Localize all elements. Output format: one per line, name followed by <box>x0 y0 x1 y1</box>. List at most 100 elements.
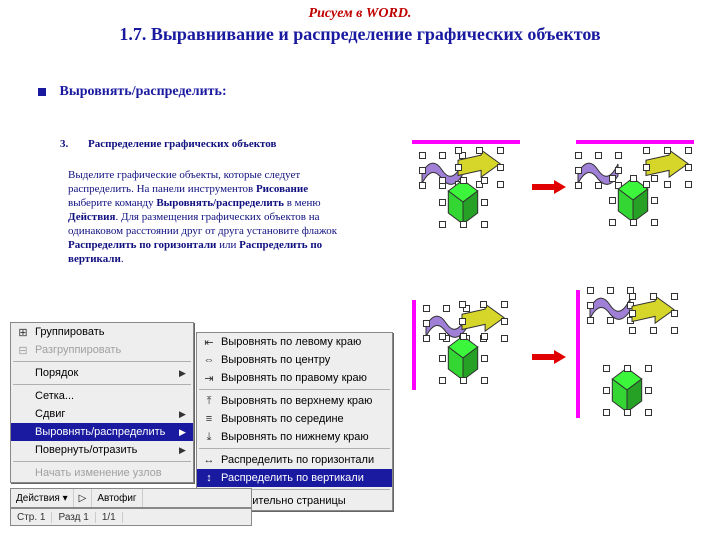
menu-item-icon: ⤒ <box>201 393 217 409</box>
page-title: 1.7. Выравнивание и распределение графич… <box>0 24 720 45</box>
section-heading: Распределение графических объектов <box>88 138 276 150</box>
selection-handle <box>575 182 582 189</box>
selection-handle <box>497 164 504 171</box>
selection-handle <box>629 327 636 334</box>
selection-handle <box>575 152 582 159</box>
selection-handle <box>587 317 594 324</box>
selection-handle <box>645 387 652 394</box>
menu-item-icon: ↔ <box>201 452 217 468</box>
selection-handle <box>501 301 508 308</box>
selection-handle <box>460 221 467 228</box>
menu-item[interactable]: ⇔Выровнять по центру <box>197 351 392 369</box>
selection-handle <box>501 318 508 325</box>
menu-separator <box>13 461 191 462</box>
menu-separator <box>13 361 191 362</box>
page-supertitle: Рисуем в WORD. <box>0 6 720 22</box>
selection-handle <box>629 310 636 317</box>
menu-item-label: Порядок <box>31 367 179 379</box>
menu-item-icon: ⇥ <box>201 370 217 386</box>
menu-item-icon: ≡ <box>201 411 217 427</box>
toolbar-autoshapes-button[interactable]: Автофиг <box>92 489 142 507</box>
menu-item: ⊟Разгруппировать <box>11 341 193 359</box>
menu-item[interactable]: ↕Распределить по вертикали <box>197 469 392 487</box>
selection-handle <box>439 177 446 184</box>
selection-handle <box>459 301 466 308</box>
menu-item-icon <box>15 406 31 422</box>
selection-handle <box>671 310 678 317</box>
selection-handle <box>439 333 446 340</box>
menu-item-icon <box>15 424 31 440</box>
menu-item-icon: ⤓ <box>201 429 217 445</box>
selection-handle <box>439 221 446 228</box>
menu-item-icon: ⇔ <box>201 352 217 368</box>
selection-handle <box>423 320 430 327</box>
selection-handle <box>607 287 614 294</box>
menu-item-icon <box>15 388 31 404</box>
guide-line <box>576 290 580 418</box>
selection-handle <box>609 197 616 204</box>
menu-item[interactable]: ⊞Группировать <box>11 323 193 341</box>
selection-handle <box>439 152 446 159</box>
menu-item[interactable]: ↔Распределить по горизонтали <box>197 451 392 469</box>
menu-item[interactable]: ≡Выровнять по середине <box>197 410 392 428</box>
menu-item-icon <box>15 442 31 458</box>
selection-handle <box>664 147 671 154</box>
submenu-align-distribute[interactable]: ⇤Выровнять по левому краю⇔Выровнять по ц… <box>196 332 393 511</box>
menu-item-label: Выровнять по центру <box>217 354 388 366</box>
menu-item[interactable]: Сетка... <box>11 387 193 405</box>
selection-handle <box>651 197 658 204</box>
selection-handle <box>643 147 650 154</box>
arrow-right-icon <box>532 350 566 364</box>
selection-handle <box>460 333 467 340</box>
selection-handle <box>481 333 488 340</box>
status-bar: Стр. 1 Разд 1 1/1 <box>10 508 252 526</box>
menu-item[interactable]: ⤒Выровнять по верхнему краю <box>197 392 392 410</box>
selection-handle <box>603 387 610 394</box>
toolbar-actions-button[interactable]: Действия ▾ <box>11 489 74 507</box>
selection-handle <box>481 199 488 206</box>
arrow3d-shape <box>632 296 674 330</box>
menu-item[interactable]: Повернуть/отразить▶ <box>11 441 193 459</box>
cube-shape <box>442 336 484 380</box>
selection-handle <box>643 164 650 171</box>
selection-handle <box>481 377 488 384</box>
menu-item-icon <box>15 365 31 381</box>
selection-handle <box>630 175 637 182</box>
selection-handle <box>595 152 602 159</box>
selection-handle <box>603 409 610 416</box>
selection-handle <box>671 327 678 334</box>
guide-line <box>576 140 694 144</box>
figure-before-horizontal <box>412 140 522 230</box>
selection-handle <box>603 365 610 372</box>
selection-handle <box>615 152 622 159</box>
selection-handle <box>664 181 671 188</box>
menu-item[interactable]: ⇥Выровнять по правому краю <box>197 369 392 387</box>
bullet-label: Выровнять/распределить: <box>60 84 227 99</box>
selection-handle <box>587 287 594 294</box>
selection-handle <box>630 219 637 226</box>
menu-item[interactable]: Порядок▶ <box>11 364 193 382</box>
menu-item-icon: ↕ <box>201 470 217 486</box>
drawing-toolbar[interactable]: Действия ▾ ▷ Автофиг <box>10 488 252 508</box>
selection-handle <box>624 409 631 416</box>
menu-actions[interactable]: ⊞Группировать⊟Разгруппировать Порядок▶ Сет… <box>10 322 194 483</box>
body-paragraph: Выделите графические объекты, которые сл… <box>68 168 350 266</box>
selection-handle <box>423 305 430 312</box>
selection-handle <box>615 167 622 174</box>
menu-item[interactable]: Сдвиг▶ <box>11 405 193 423</box>
toolbar-pointer-icon[interactable]: ▷ <box>74 489 93 507</box>
selection-handle <box>671 293 678 300</box>
menu-separator <box>199 448 390 449</box>
selection-handle <box>587 302 594 309</box>
menu-item[interactable]: Выровнять/распределить▶ <box>11 423 193 441</box>
selection-handle <box>455 147 462 154</box>
cube-shape <box>606 368 648 412</box>
menu-item-label: Сетка... <box>31 390 189 402</box>
selection-handle <box>480 301 487 308</box>
menu-item-icon: ⊞ <box>15 324 31 340</box>
selection-handle <box>419 167 426 174</box>
menu-item[interactable]: ⇤Выровнять по левому краю <box>197 333 392 351</box>
selection-handle <box>497 181 504 188</box>
menu-item[interactable]: ⤓Выровнять по нижнему краю <box>197 428 392 446</box>
figure-after-vertical <box>576 290 686 420</box>
